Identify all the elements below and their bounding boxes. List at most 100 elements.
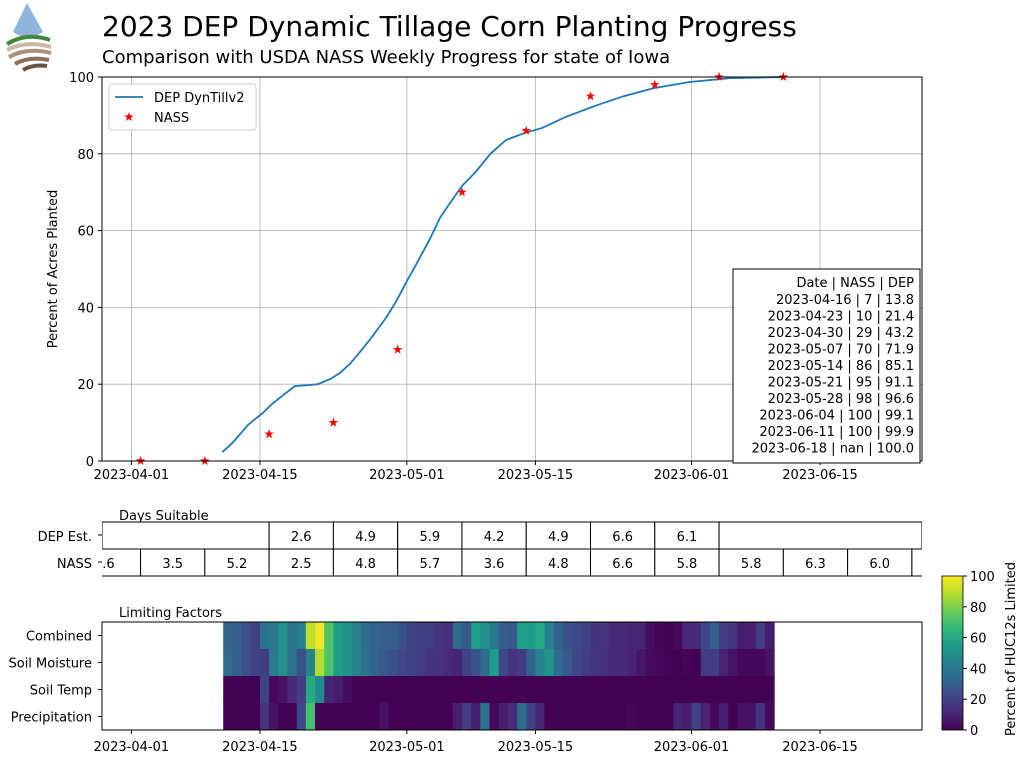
heatmap-cell — [452, 676, 463, 704]
heatmap-cell — [351, 703, 362, 731]
x-tick-label: 2023-06-15 — [782, 740, 858, 755]
table-cell-value: 3.6 — [484, 557, 505, 572]
table-cell-value: 6.6 — [612, 530, 633, 545]
colorbar-tick-label: 100 — [970, 570, 995, 585]
heatmap-cell — [618, 622, 628, 650]
dep-line — [221, 76, 783, 453]
plot-frame — [101, 76, 923, 462]
heatmap-cell — [719, 622, 729, 650]
heatmap-cell — [324, 622, 334, 650]
heatmap-cell — [498, 703, 509, 731]
heatmap-cell — [241, 676, 252, 704]
heatmap-cell — [746, 622, 757, 650]
heatmap-cell — [416, 703, 426, 731]
heatmap-cell — [645, 676, 656, 704]
heatmap-cell — [388, 622, 399, 650]
heatmap-cell — [452, 622, 463, 650]
colorbar-tick-label: 0 — [970, 724, 978, 739]
heatmap-cell — [562, 622, 573, 650]
table-cell-value: 6.6 — [612, 557, 633, 572]
table-cell-value: 6.0 — [869, 557, 890, 572]
heatmap-frame — [101, 621, 923, 731]
heatmap-cell — [507, 649, 518, 677]
heatmap-cell — [269, 622, 279, 650]
heatmap-cell — [572, 649, 582, 677]
heatmap-cell — [517, 676, 527, 704]
heatmap-cell — [305, 676, 316, 704]
heatmap-cell — [636, 649, 647, 677]
x-tick-label: 2023-06-15 — [782, 468, 858, 483]
heatmap-cell — [296, 676, 307, 704]
colorbar-tick-label: 80 — [970, 601, 987, 616]
table-cell-value: 4.9 — [548, 530, 569, 545]
heatmap-cell — [324, 649, 334, 677]
heatmap-cell — [562, 649, 573, 677]
table-cell — [525, 548, 592, 577]
heatmap-cell — [434, 703, 445, 731]
x-tick-label: 2023-05-15 — [498, 740, 574, 755]
heatmap-cell — [526, 622, 536, 650]
heatmap-row-label: Soil Temp — [30, 684, 92, 699]
heatmap-cell — [425, 649, 435, 677]
table-cell — [782, 548, 849, 577]
nass-point — [392, 344, 403, 354]
nass-point — [457, 187, 467, 197]
y-tick-label: 20 — [77, 378, 94, 393]
heatmap-cell — [544, 649, 555, 677]
table-cell-value: 5.2 — [227, 557, 248, 572]
heatmap-cell — [388, 649, 399, 677]
heatmap-cell — [443, 676, 454, 704]
heatmap-cell — [241, 649, 252, 677]
heatmap-cell — [544, 622, 555, 650]
heatmap-cell — [627, 703, 637, 731]
heatmap-cell — [663, 703, 674, 731]
heatmap-cell — [351, 622, 362, 650]
heatmap-cell — [719, 676, 729, 704]
colorbar — [941, 575, 964, 731]
heatmap-cell — [250, 703, 261, 731]
heatmap-cell — [636, 703, 647, 731]
heatmap-cell — [388, 676, 399, 704]
heatmap-cell — [544, 676, 555, 704]
table-cell — [525, 521, 592, 550]
heatmap-cell — [333, 649, 344, 677]
heatmap-cell — [278, 676, 288, 704]
heatmap-cell — [443, 622, 454, 650]
y-tick-label: 100 — [69, 71, 94, 86]
heatmap-cell — [223, 676, 233, 704]
heatmap-cell — [517, 649, 527, 677]
heatmap-cell — [406, 703, 417, 731]
heatmap-row-label: Precipitation — [11, 711, 92, 726]
heatmap-cell — [691, 622, 702, 650]
table-cell-value: 2.5 — [291, 557, 312, 572]
heatmap-cell — [737, 703, 748, 731]
nass-point — [264, 429, 274, 439]
heatmap-cell — [480, 703, 491, 731]
heatmap-cell — [259, 676, 270, 704]
y-tick-label: 80 — [77, 148, 94, 163]
table-cell-value: .6 — [102, 557, 114, 572]
heatmap-cell — [700, 622, 711, 650]
heatmap-cell — [425, 703, 435, 731]
heatmap-cell — [434, 649, 445, 677]
heatmap-cell — [535, 622, 546, 650]
heatmap-cell — [397, 649, 408, 677]
heatmap-cell — [608, 676, 619, 704]
heatmap-cell — [232, 676, 243, 704]
heatmap-cell — [755, 622, 766, 650]
heatmap-cell — [654, 676, 665, 704]
nass-point — [328, 417, 339, 427]
heatmap-cell — [553, 649, 564, 677]
x-tick-label: 2023-06-01 — [654, 468, 730, 483]
heatmap-cell — [737, 676, 748, 704]
heatmap-cell — [691, 676, 702, 704]
summary-table-row: 2023-06-18 | nan | 100.0 — [752, 442, 915, 457]
heatmap-cell — [351, 676, 362, 704]
heatmap-cell — [379, 676, 389, 704]
heatmap-cell — [764, 649, 775, 677]
nass-point — [650, 79, 660, 89]
heatmap-cell — [507, 676, 518, 704]
colorbar-tick-label: 20 — [970, 693, 987, 708]
heatmap-cell — [461, 622, 472, 650]
heatmap-row-soil-temp — [223, 676, 775, 704]
